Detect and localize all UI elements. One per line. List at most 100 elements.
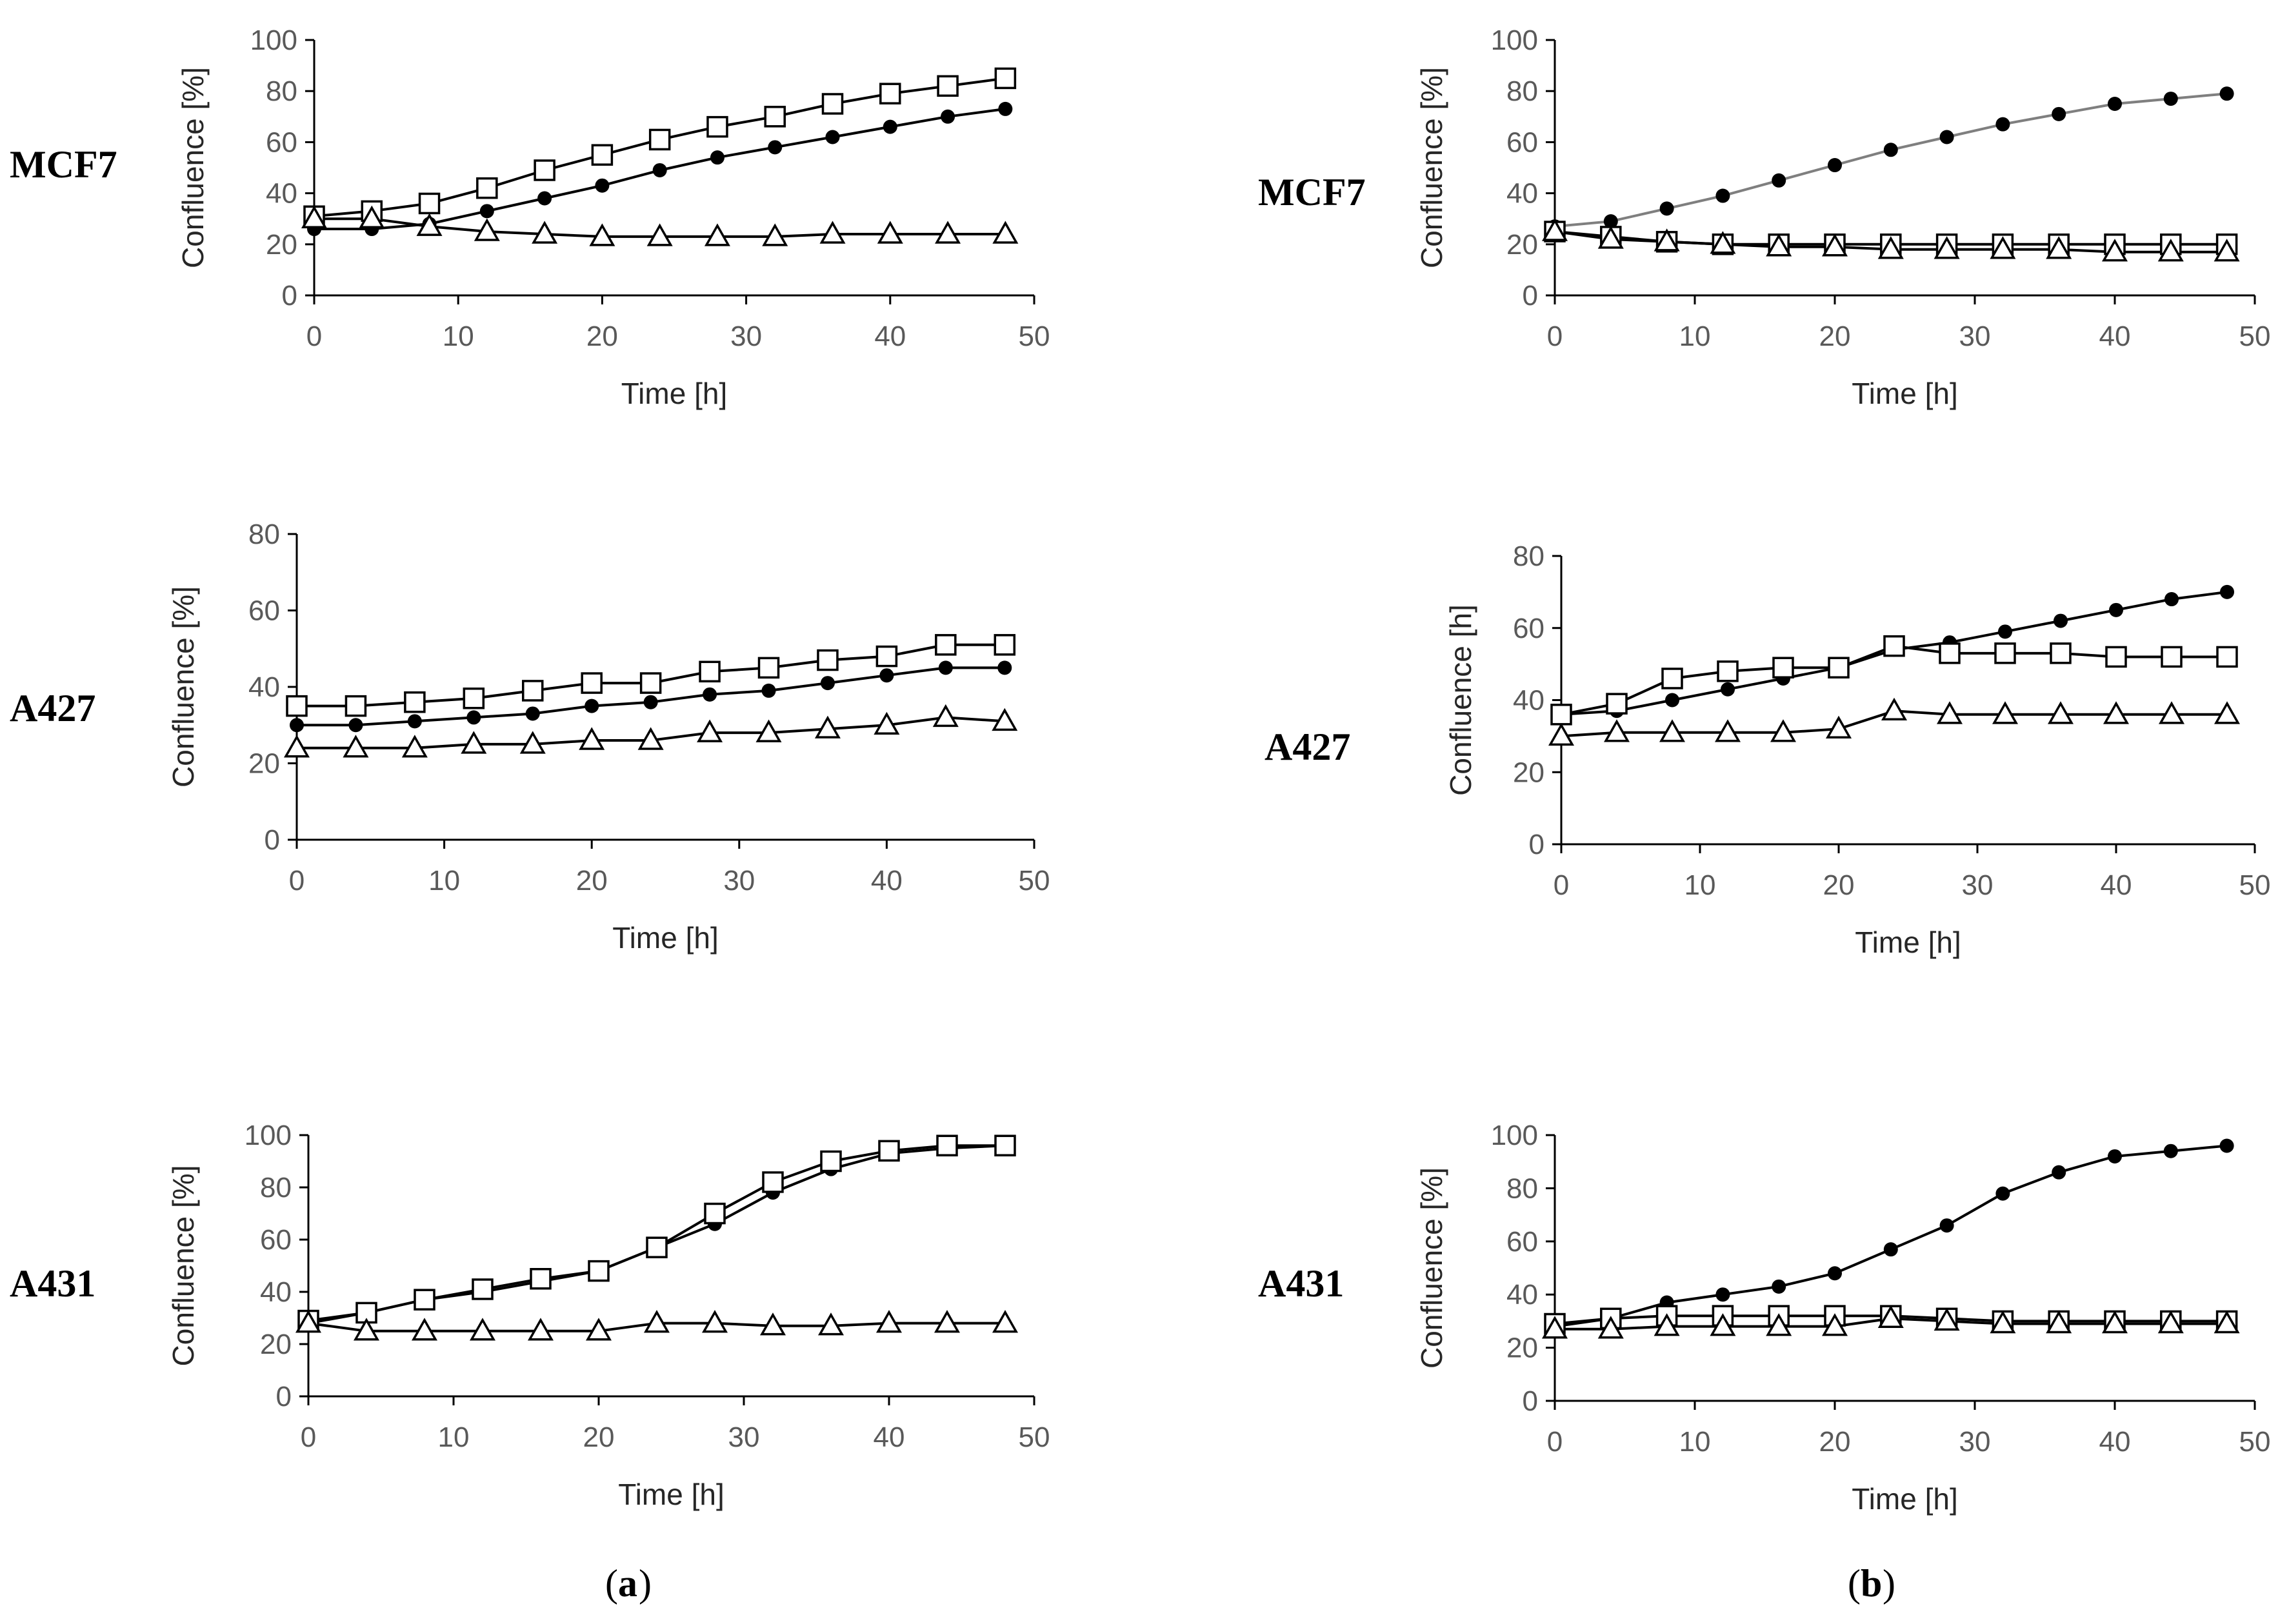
x-tick-label: 40: [871, 865, 903, 896]
data-point-triangle: [1541, 218, 1568, 241]
row-label-mcf7-a: MCF7: [10, 143, 117, 186]
data-point-triangle: [1936, 701, 1963, 724]
data-point-triangle: [1821, 1313, 1848, 1336]
x-tick-label: 10: [1679, 1426, 1711, 1458]
x-tick-label: 10: [443, 321, 474, 352]
y-tick-label: 0: [282, 280, 297, 312]
data-point-triangle: [1992, 701, 2019, 724]
data-point-square: [875, 645, 898, 668]
data-point-circle: [761, 683, 776, 698]
x-axis-title: Time [h]: [612, 921, 718, 955]
data-point-triangle: [1766, 1313, 1792, 1336]
data-point-circle: [2108, 1149, 2122, 1164]
y-tick-label: 20: [266, 229, 297, 261]
chart-a427-panel-b: 0 20 40 60 80 0 10 20 30 40 50 Time [h] Confluence […: [1444, 540, 2270, 959]
data-point-triangle: [643, 1310, 670, 1333]
data-point-square: [1606, 693, 1628, 715]
data-point-circle: [290, 718, 304, 733]
data-point-circle: [1772, 173, 1786, 188]
data-point-circle: [997, 660, 1012, 675]
y-tick-label: 40: [1506, 178, 1538, 210]
data-point-triangle: [585, 1318, 612, 1341]
data-point-triangle: [819, 221, 846, 244]
data-point-circle: [1883, 1242, 1898, 1257]
x-tick-label: 30: [1962, 869, 1994, 901]
y-tick-label: 100: [250, 25, 297, 56]
data-point-triangle: [875, 1310, 903, 1333]
data-point-square: [648, 128, 671, 151]
x-tick-label: 20: [586, 321, 618, 352]
data-point-square: [476, 177, 498, 199]
data-point-square: [646, 1236, 668, 1258]
data-point-triangle: [401, 735, 428, 758]
row-label-mcf7-b: MCF7: [1258, 171, 1366, 213]
chart-mcf7-panel-a: 0 20 40 60 80 100 0 10 20 30 40 50 Time [h] Confluenc…: [176, 25, 1050, 410]
data-point-square: [418, 192, 441, 215]
svg-text:): ): [639, 1562, 652, 1605]
data-point-square: [817, 649, 839, 671]
data-point-triangle: [1881, 697, 1908, 721]
data-point-circle: [1828, 1266, 1842, 1281]
data-point-circle: [1721, 682, 1735, 697]
data-point-circle: [2164, 592, 2179, 607]
x-tick-label: 20: [1819, 1426, 1851, 1458]
data-point-triangle: [1659, 719, 1686, 742]
data-point-square: [522, 680, 544, 702]
data-point-triangle: [1654, 228, 1680, 252]
data-point-circle: [643, 695, 658, 709]
y-tick-label: 20: [260, 1329, 292, 1360]
x-tick-label: 50: [2239, 321, 2271, 352]
data-point-square: [1661, 668, 1683, 689]
x-tick-label: 50: [1019, 865, 1050, 896]
data-point-square: [581, 672, 603, 694]
data-point-triangle: [992, 1310, 1019, 1333]
data-point-triangle: [1654, 1313, 1680, 1336]
y-tick-label: 40: [260, 1276, 292, 1308]
data-point-triangle: [301, 205, 328, 228]
y-tick-label: 80: [1506, 75, 1538, 107]
y-axis-title: Confluence [%]: [166, 1165, 200, 1367]
data-point-triangle: [1770, 719, 1797, 742]
data-point-circle: [941, 109, 955, 124]
y-tick-label: 0: [1523, 280, 1538, 312]
y-tick-label: 80: [248, 519, 280, 550]
data-point-circle: [1603, 214, 1618, 229]
data-point-circle: [1995, 117, 2010, 132]
data-point-triangle: [532, 221, 558, 244]
data-point-circle: [2163, 1144, 2178, 1158]
data-point-triangle: [1710, 231, 1736, 254]
svg-text:(: (: [605, 1562, 618, 1605]
data-point-circle: [883, 119, 897, 134]
data-point-circle: [479, 204, 494, 219]
data-point-triangle: [519, 731, 546, 754]
data-point-triangle: [589, 223, 615, 246]
data-point-square: [936, 1134, 958, 1156]
data-point-triangle: [755, 719, 782, 742]
y-tick-label: 0: [265, 824, 280, 856]
data-point-triangle: [1877, 1305, 1904, 1329]
data-point-circle: [585, 698, 599, 713]
data-point-square: [764, 106, 786, 128]
data-point-square: [879, 83, 901, 104]
data-point-circle: [537, 191, 552, 206]
y-axis-title: Confluence [%]: [166, 586, 200, 787]
data-point-circle: [1998, 624, 2012, 639]
chart-mcf7-panel-b: 0 20 40 60 80 100 0 10 20 30 40 50 Time [h] Confluenc…: [1415, 25, 2270, 410]
x-tick-label: 30: [723, 865, 755, 896]
data-point-square: [2216, 646, 2238, 668]
x-tick-label: 30: [730, 321, 762, 352]
x-tick-label: 50: [1019, 321, 1050, 352]
data-point-square: [404, 691, 426, 713]
data-point-square: [1772, 657, 1794, 678]
panel-letter-b: b: [1861, 1562, 1882, 1605]
data-point-circle: [768, 140, 783, 155]
chart-a427-panel-a: 0 20 40 60 80 0 10 20 30 40 50 Time [h] Confluence […: [166, 519, 1050, 955]
data-point-triangle: [2157, 1310, 2184, 1334]
data-point-circle: [1995, 1186, 2010, 1201]
data-point-triangle: [2046, 1310, 2072, 1334]
data-point-triangle: [359, 205, 385, 228]
data-point-triangle: [1597, 1316, 1624, 1339]
x-tick-label: 40: [2099, 1426, 2131, 1458]
y-tick-label: 60: [1506, 126, 1538, 158]
